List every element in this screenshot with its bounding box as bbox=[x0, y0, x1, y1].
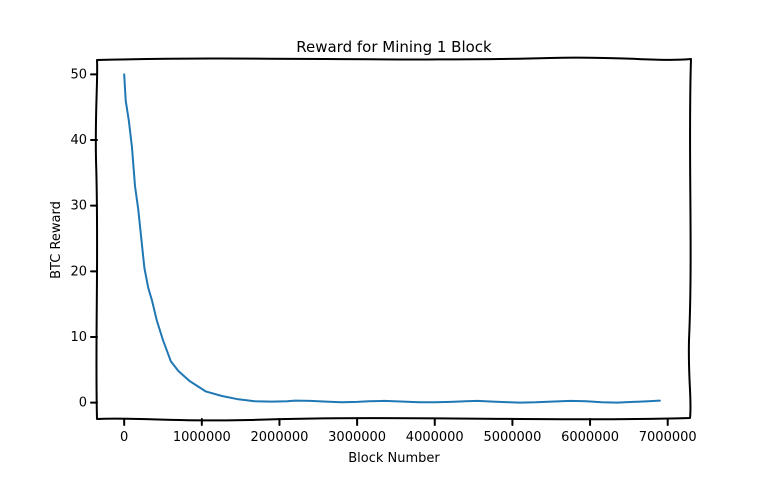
y-tick-label: 0 bbox=[79, 396, 87, 411]
x-tick-label: 7000000 bbox=[639, 430, 697, 445]
x-axis: 0 1000000 2000000 3000000 4000000 5000000 6000… bbox=[120, 418, 697, 445]
x-tick-label: 4000000 bbox=[406, 430, 464, 445]
x-tick-label: 3000000 bbox=[328, 430, 386, 445]
plot-frame bbox=[94, 56, 692, 422]
y-tick-label: 50 bbox=[70, 67, 87, 82]
x-tick-label: 0 bbox=[120, 430, 128, 445]
x-tick-label: 2000000 bbox=[251, 430, 309, 445]
x-tick-label: 5000000 bbox=[483, 430, 541, 445]
x-tick-label: 6000000 bbox=[561, 430, 619, 445]
y-tick-label: 10 bbox=[70, 330, 87, 345]
y-axis-label: BTC Reward bbox=[49, 201, 64, 279]
y-axis: 0 10 20 30 40 50 bbox=[70, 67, 98, 411]
x-axis-label: Block Number bbox=[348, 451, 440, 466]
x-tick-label: 1000000 bbox=[173, 430, 231, 445]
y-tick-label: 30 bbox=[70, 199, 87, 214]
chart-title: Reward for Mining 1 Block bbox=[296, 38, 492, 56]
y-tick-label: 40 bbox=[70, 133, 87, 148]
series-line-reward bbox=[123, 73, 661, 404]
y-tick-label: 20 bbox=[70, 264, 87, 279]
